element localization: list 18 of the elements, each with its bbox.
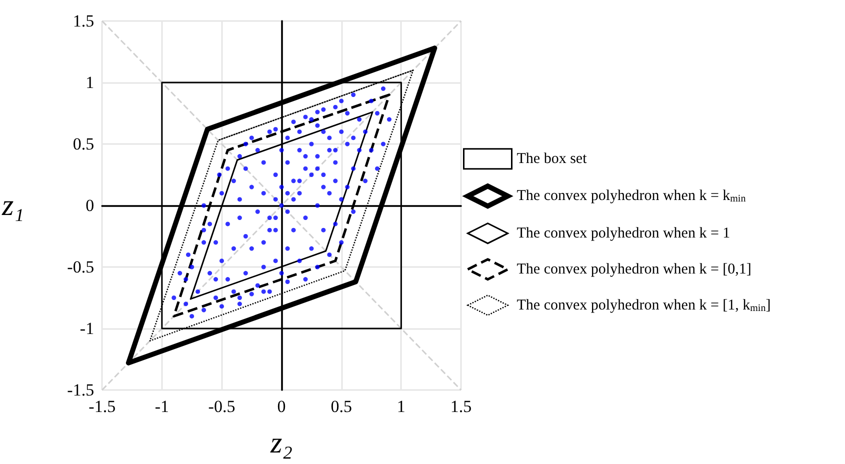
x-tick-label: -1 bbox=[154, 397, 170, 416]
x-tick-label: 0 bbox=[277, 397, 286, 416]
y-tick-label: -1.5 bbox=[67, 380, 94, 400]
legend-label: The convex polyhedron when k = 1 bbox=[516, 225, 730, 242]
y-tick-label: -1 bbox=[80, 319, 94, 338]
x-tick-label: -0.5 bbox=[208, 397, 236, 416]
y-tick-label: 0 bbox=[86, 196, 94, 215]
legend-label: The box set bbox=[516, 150, 588, 167]
legend-label: The convex polyhedron when k = [0,1] bbox=[516, 261, 752, 278]
y-tick-label: 1.5 bbox=[72, 12, 94, 30]
x-tick-label: 1 bbox=[396, 397, 406, 416]
y-tick-label: 1 bbox=[86, 73, 94, 92]
x-tick-label: 0.5 bbox=[330, 397, 352, 416]
y-tick-label: -0.5 bbox=[67, 258, 94, 276]
x-axis-title: z₂ bbox=[269, 426, 293, 460]
y-axis-title: z₁ bbox=[0, 189, 24, 222]
y-tick-label: 0.5 bbox=[72, 134, 94, 154]
x-tick-label: 1.5 bbox=[450, 397, 472, 416]
